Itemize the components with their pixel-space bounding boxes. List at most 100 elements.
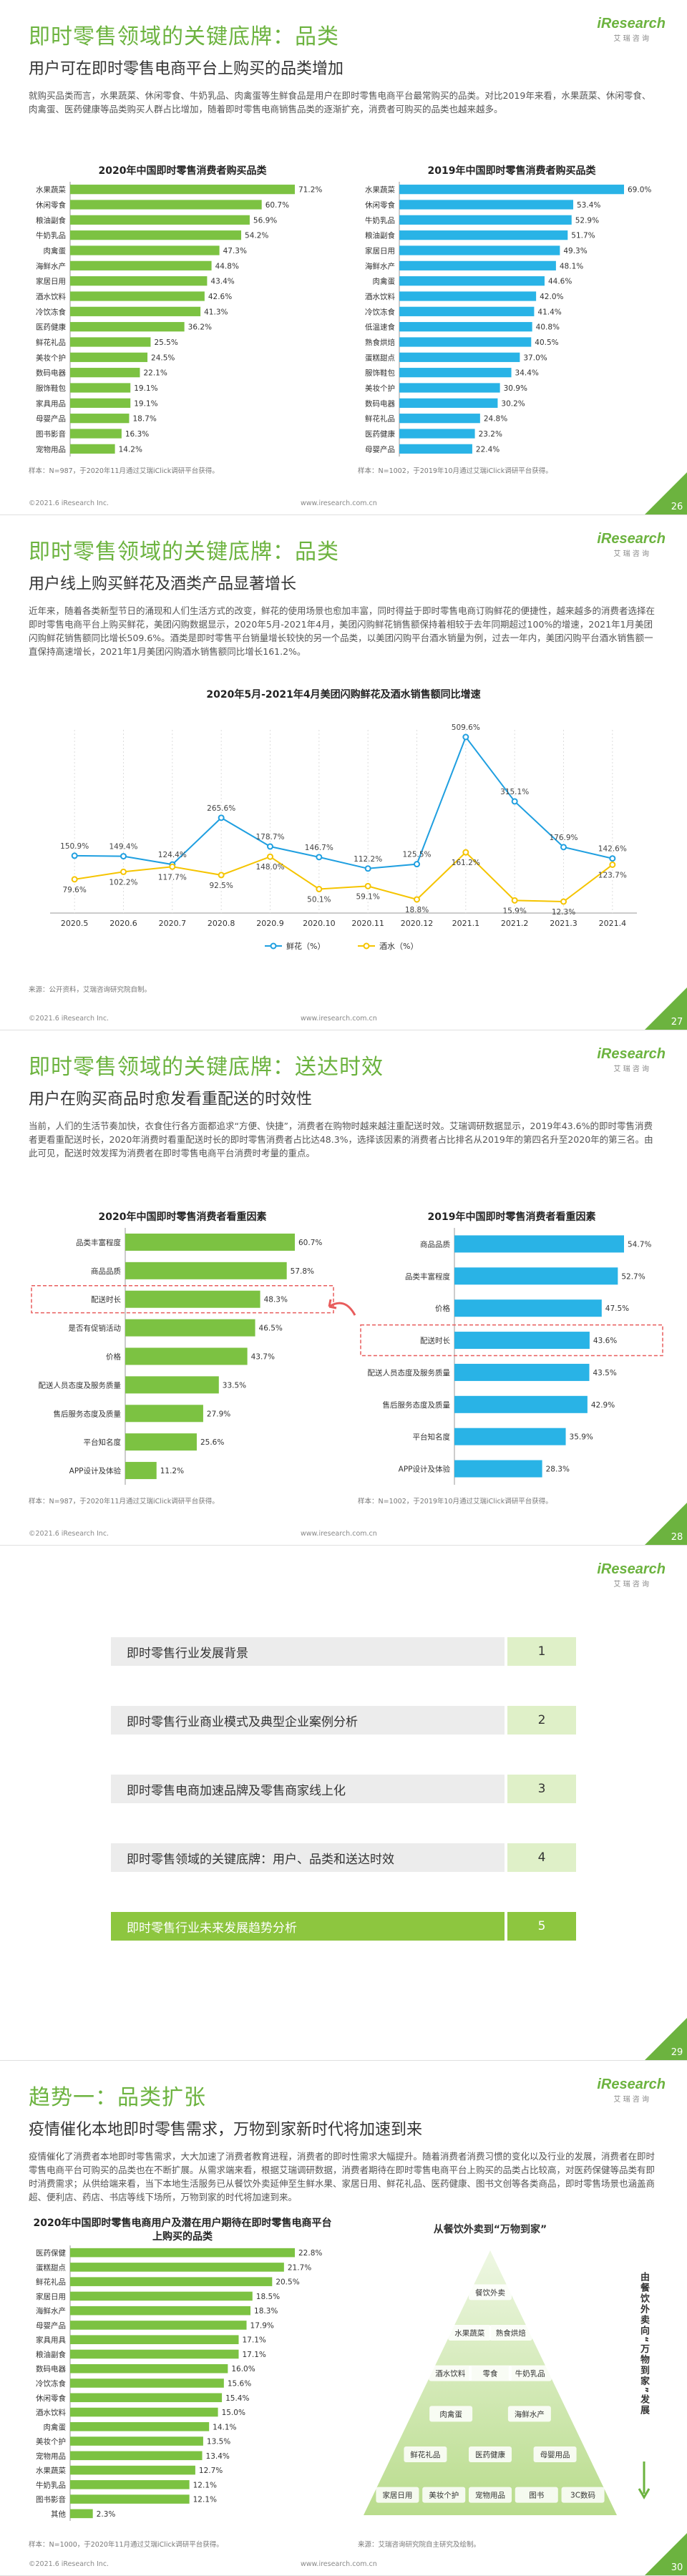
value-label: 18.5%	[256, 2293, 280, 2301]
category-label: 肉禽蛋	[44, 246, 67, 255]
value-label: 54.2%	[245, 232, 268, 240]
bar	[70, 2494, 190, 2504]
highlight-box	[31, 1285, 334, 1314]
footer-copyright: ©2021.6 iResearch Inc.	[29, 2560, 109, 2568]
value-label: 44.6%	[548, 278, 572, 286]
value-label: 52.9%	[575, 216, 599, 225]
logo: iResearch 艾 瑞 咨 询	[597, 1046, 666, 1073]
logo: iResearch 艾 瑞 咨 询	[597, 16, 666, 43]
point	[414, 861, 420, 868]
arrow	[328, 1299, 356, 1316]
value-label: 15.9%	[502, 907, 526, 915]
value-label: 509.6%	[452, 723, 480, 732]
chart-title: 2020年5月-2021年4月美团闪购鲜花及酒水销售额同比增速	[206, 689, 481, 701]
value-label: 50.1%	[307, 896, 331, 904]
value-label: 14.2%	[119, 445, 142, 454]
value-label: 22.1%	[143, 369, 167, 378]
item-box	[561, 2487, 605, 2503]
diagram: 从餐饮外卖到“万物到家” 餐饮外卖 水果蔬菜 熟食烘焙 酒水饮料 零食 牛奶乳品 肉禽蛋 海鲜水…	[358, 2222, 666, 2522]
logo-tagline: 艾 瑞 咨 询	[613, 2096, 649, 2104]
category-label: 鲜花礼品	[36, 2278, 66, 2287]
value-label: 40.8%	[536, 323, 560, 332]
category-label: 美妆个护	[36, 2437, 66, 2446]
bar	[70, 260, 212, 270]
item-label: 3C数码	[570, 2491, 595, 2500]
x-tick-label: 2021.2	[501, 919, 529, 928]
bar	[70, 398, 131, 408]
value-label: 57.8%	[291, 1267, 314, 1276]
slide-title: 趋势一：品类扩张	[29, 2085, 206, 2110]
item-box	[489, 2325, 532, 2341]
bar	[125, 1462, 157, 1480]
slide: iResearch 艾 瑞 咨 询即时零售行业发展背景 1 即时零售行业商业模式及典型…	[0, 1546, 687, 2061]
item-label: 家居日用	[382, 2491, 412, 2500]
legend-marker	[270, 942, 277, 950]
category-label: 母婴产品	[36, 414, 66, 424]
item-label: 熟食烘焙	[496, 2328, 526, 2338]
value-label: 21.7%	[288, 2263, 311, 2272]
category-label: 水果蔬菜	[365, 186, 395, 195]
category-label: 海鲜水产	[365, 261, 395, 270]
bar	[70, 2379, 224, 2388]
category-label: 肉禽蛋	[44, 2422, 67, 2431]
bar	[70, 245, 220, 255]
page-number: 28	[671, 1532, 683, 1543]
bar	[70, 306, 201, 316]
legend-label: 酒水（%）	[379, 942, 418, 951]
series-line	[74, 851, 613, 903]
value-label: 48.1%	[560, 262, 583, 270]
bar	[70, 444, 115, 454]
plot: 水果蔬菜 71.2% 休闲零食 60.7% 粮油副食 56.9% 牛奶乳品 54.2% 肉禽蛋 4…	[36, 182, 322, 457]
x-tick-label: 2020.10	[303, 919, 336, 928]
bar	[454, 1395, 588, 1413]
bar	[70, 2306, 251, 2316]
category-label: 平台知名度	[413, 1433, 451, 1442]
bar	[399, 291, 537, 301]
slide-title: 即时零售领域的关键底牌：品类	[29, 24, 339, 49]
category-label: 品类丰富程度	[76, 1238, 121, 1247]
series-line	[74, 735, 613, 869]
bar	[125, 1376, 219, 1394]
side-label: 由餐饮外卖向“万物到家”发展	[638, 2272, 649, 2416]
value-label: 42.0%	[540, 293, 563, 301]
footer-site: www.iresearch.com.cn	[301, 1015, 377, 1023]
value-label: 36.2%	[188, 323, 212, 332]
menu-item: 即时零售行业商业模式及典型企业案例分析 2	[111, 1706, 576, 1735]
point	[414, 896, 420, 903]
bar	[454, 1363, 590, 1381]
value-label: 35.9%	[570, 1433, 593, 1442]
menu-number: 2	[507, 1706, 576, 1735]
value-label: 40.5%	[535, 338, 558, 347]
bar	[399, 185, 624, 195]
point	[267, 853, 273, 860]
bar	[399, 200, 574, 210]
bar	[70, 200, 262, 210]
item-box	[376, 2487, 419, 2503]
value-label: 19.1%	[134, 384, 157, 393]
bar	[125, 1405, 203, 1423]
bar	[399, 245, 560, 255]
category-label: 美妆个护	[36, 353, 66, 362]
bar	[454, 1332, 590, 1350]
x-tick-label: 2020.9	[256, 919, 284, 928]
value-label: 123.7%	[598, 871, 627, 879]
item-box	[422, 2487, 466, 2503]
value-label: 43.6%	[593, 1337, 617, 1345]
value-label: 60.7%	[265, 201, 289, 210]
item-box	[429, 2365, 472, 2381]
category-label: 配送时长	[91, 1295, 121, 1304]
category-label: 母婴产品	[365, 444, 395, 454]
value-label: 18.7%	[132, 415, 156, 424]
category-label: 数码电器	[36, 2364, 66, 2373]
bar	[70, 383, 131, 393]
plot: 商品品质 54.7% 品类丰富程度 52.7% 价格 47.5% 配送时长 43.6% 配送人员…	[360, 1228, 663, 1485]
value-label: 12.1%	[193, 2481, 217, 2489]
chart-title: 2019年中国即时零售消费者看重因素	[427, 1211, 596, 1223]
chart-title: 2020年中国即时零售消费者购买品类	[98, 165, 267, 177]
value-label: 52.7%	[621, 1272, 645, 1281]
value-label: 79.6%	[62, 886, 86, 894]
bar	[125, 1290, 260, 1308]
category-label: 冷饮冻食	[36, 307, 66, 316]
bar	[70, 2263, 284, 2272]
